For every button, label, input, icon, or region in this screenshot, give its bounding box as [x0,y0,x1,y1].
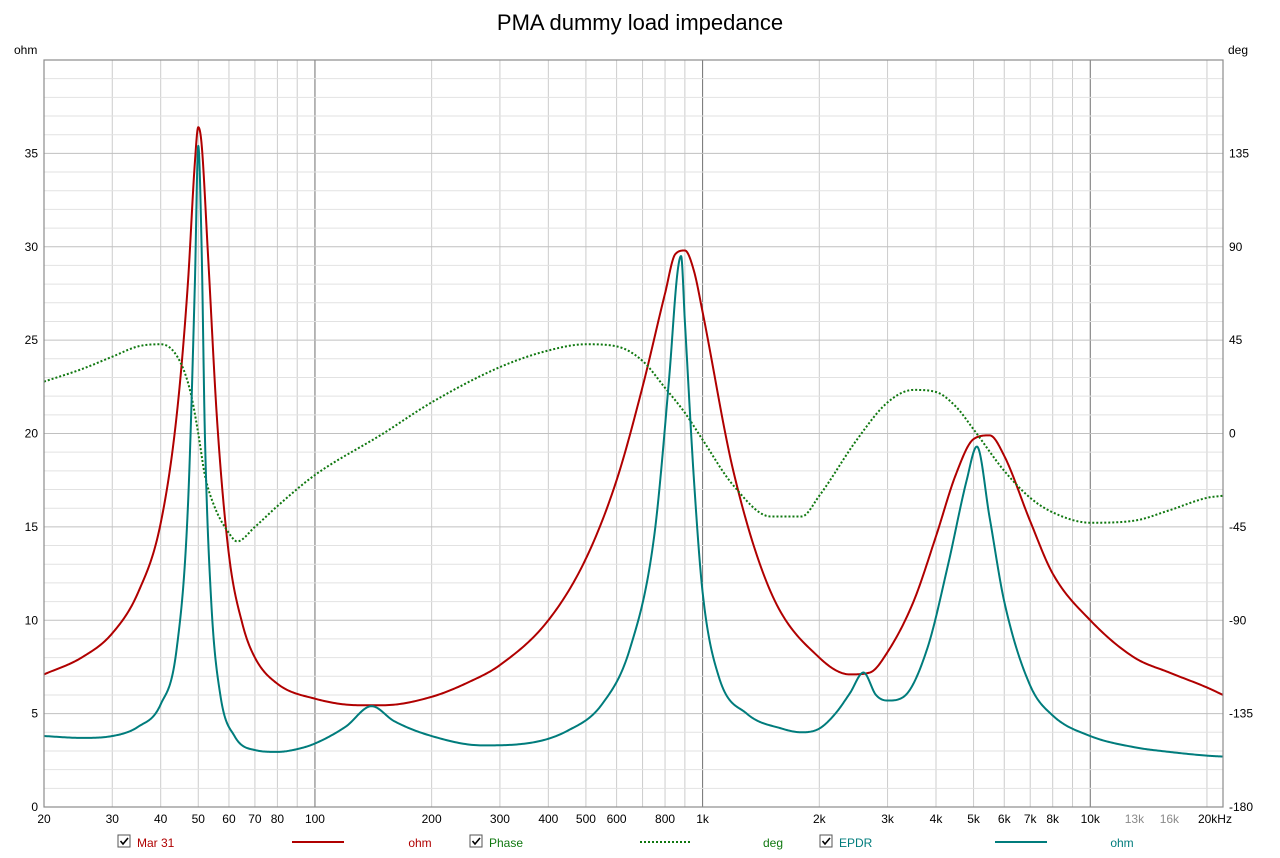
left-tick-label: 30 [25,240,39,254]
legend-unit-phase: deg [763,836,783,850]
check-icon [119,837,129,846]
legend-unit-mar-31: ohm [408,836,431,850]
right-tick-label: -90 [1229,613,1247,627]
x-tick-label: 800 [655,812,675,826]
legend-unit-epdr: ohm [1110,836,1133,850]
x-tick-label: 60 [222,812,236,826]
legend-label-phase: Phase [489,836,523,850]
check-icon [821,837,831,846]
x-tick-label: 8k [1046,812,1060,826]
legend: Mar 31 ohm Phase deg EPDR ohm [117,834,1134,850]
right-tick-label: 135 [1229,146,1249,160]
right-tick-label: -135 [1229,707,1253,721]
x-tick-label: 3k [881,812,895,826]
chart-title: PMA dummy load impedance [497,10,783,35]
x-tick-label: 5k [967,812,981,826]
x-tick-label: 20 [37,812,51,826]
x-tick-label: 100 [305,812,325,826]
x-tick-label: 300 [490,812,510,826]
x-tick-label: 70 [248,812,262,826]
plot-border [43,59,1224,808]
x-tick-label: 600 [607,812,627,826]
x-tick-label: 500 [576,812,596,826]
legend-checkbox-mar-31[interactable] [117,834,131,848]
legend-label-mar-31: Mar 31 [137,836,175,850]
x-tick-label: 7k [1024,812,1038,826]
x-tick-label: 50 [192,812,206,826]
x-tick-label: 30 [106,812,120,826]
right-axis-unit: deg [1228,43,1248,57]
x-tick-label: 1k [696,812,710,826]
right-tick-label: 45 [1229,333,1243,347]
left-tick-label: 0 [31,800,38,814]
legend-label-epdr: EPDR [839,836,873,850]
x-axis-ticks: 20 30 40 50 60 70 80 100 200 300 400 500 600 800 1k 2k 3… [37,812,1232,826]
left-axis-unit: ohm [14,43,37,57]
left-tick-label: 25 [25,333,39,347]
x-tick-label: 40 [154,812,168,826]
x-tick-label: 20kHz [1198,812,1232,826]
check-icon [471,837,481,846]
x-tick-label: 400 [538,812,558,826]
right-tick-label: 0 [1229,427,1236,441]
right-axis-ticks: -180 -135 -90 -45 0 45 90 135 [1229,146,1253,814]
x-tick-label: 13k [1125,812,1145,826]
left-tick-label: 15 [25,520,39,534]
x-tick-label: 80 [271,812,285,826]
series-line-mar-31[interactable] [44,126,1223,707]
x-tick-label: 16k [1160,812,1180,826]
x-tick-label: 6k [998,812,1012,826]
left-tick-label: 5 [31,707,38,721]
left-tick-label: 35 [25,146,39,160]
x-tick-label: 10k [1081,812,1101,826]
x-tick-label: 200 [422,812,442,826]
right-tick-label: -180 [1229,800,1253,814]
right-tick-label: 90 [1229,240,1243,254]
legend-checkbox-epdr[interactable] [819,834,833,848]
x-tick-label: 2k [813,812,827,826]
x-tick-label: 4k [930,812,944,826]
left-tick-label: 20 [25,427,39,441]
right-tick-label: -45 [1229,520,1247,534]
left-axis-ticks: 0 5 10 15 20 25 30 35 [25,146,39,814]
left-tick-label: 10 [25,613,39,627]
series-layer [44,126,1223,758]
legend-checkbox-phase[interactable] [469,834,483,848]
series-line-epdr[interactable] [44,144,1223,758]
